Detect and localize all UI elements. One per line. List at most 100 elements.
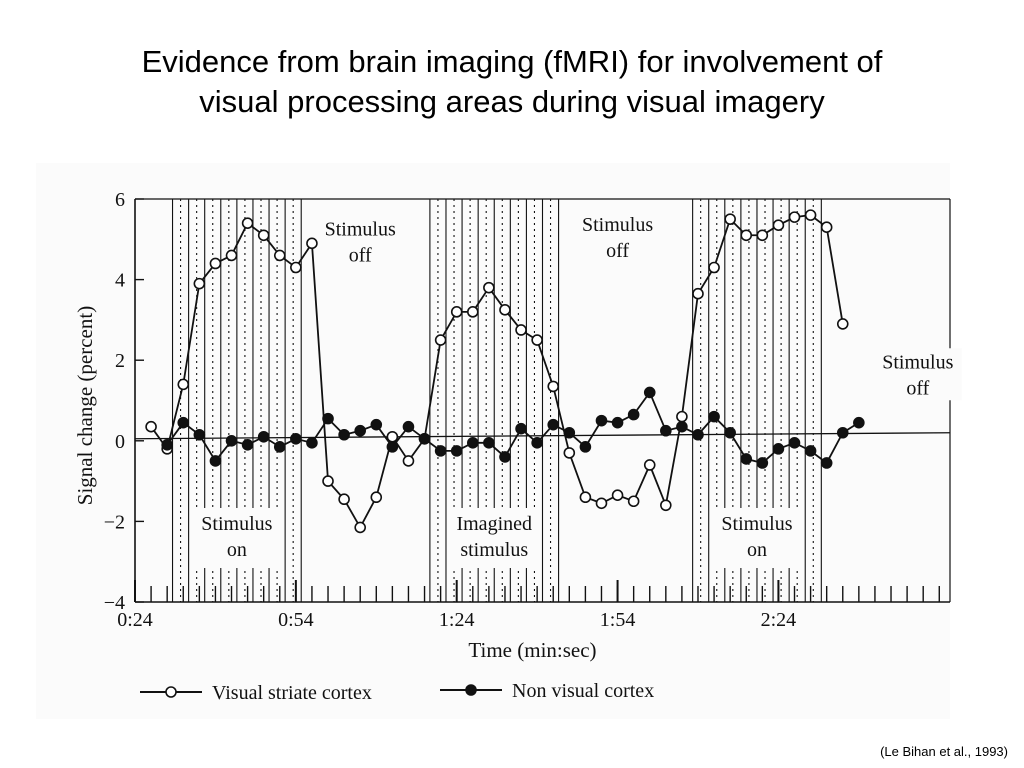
- annotations: Stimulus off Stimulus off Stimulus off: [316, 211, 962, 401]
- visual-striate-cortex-point: [290, 261, 302, 274]
- visual-striate-cortex-point: [804, 209, 817, 221]
- visual-striate-cortex-point: [338, 493, 350, 506]
- non-visual-cortex-point: [708, 410, 720, 423]
- non-visual-cortex-point: [563, 426, 576, 439]
- visual-striate-cortex-point: [145, 420, 157, 433]
- non-visual-cortex-point: [177, 416, 190, 429]
- annotation-2-line-2: off: [606, 240, 629, 262]
- non-visual-cortex-point: [322, 412, 334, 425]
- block-1-label-line-2: on: [227, 539, 247, 561]
- visual-striate-cortex-point: [209, 257, 222, 270]
- visual-striate-cortex-point: [241, 217, 254, 229]
- visual-striate-cortex-point: [386, 430, 399, 443]
- block-1-label-line-1: Stimulus: [201, 513, 272, 535]
- visual-striate-cortex-point: [595, 497, 608, 510]
- visual-striate-cortex-point: [692, 287, 704, 300]
- non-visual-cortex-point: [788, 437, 801, 449]
- visual-striate-cortex-point: [434, 334, 447, 346]
- citation: (Le Bihan et al., 1993): [880, 744, 1008, 759]
- visual-striate-cortex-point: [466, 306, 479, 318]
- non-visual-cortex-point: [692, 428, 704, 441]
- non-visual-cortex-point: [515, 422, 527, 435]
- visual-striate-cortex-point: [756, 229, 769, 242]
- visual-striate-cortex-point: [563, 447, 576, 459]
- non-visual-cortex-point: [241, 439, 254, 451]
- annotation-2-backdrop: [573, 211, 662, 264]
- non-visual-cortex-point: [354, 424, 366, 437]
- block-3-label-line-2: on: [747, 539, 767, 561]
- visual-striate-cortex-point: [708, 261, 720, 274]
- x-tick-label: 2:24: [761, 609, 797, 631]
- non-visual-cortex-point: [306, 437, 318, 449]
- visual-striate-cortex-point: [177, 378, 190, 391]
- visual-striate-cortex-point: [531, 334, 543, 346]
- non-visual-cortex-point: [450, 445, 463, 457]
- block-2-label-line-1: Imagined: [456, 513, 532, 535]
- x-tick-label: 0:24: [117, 609, 153, 631]
- x-tick-label: 1:24: [439, 609, 475, 631]
- x-tick-label: 0:54: [278, 609, 314, 631]
- non-visual-cortex-point: [724, 426, 736, 439]
- visual-striate-cortex-point: [836, 318, 849, 330]
- series: [145, 209, 865, 534]
- visual-striate-cortex-point: [788, 211, 801, 223]
- non-visual-cortex-point: [466, 437, 479, 449]
- x-tick-label: 1:54: [600, 609, 636, 631]
- non-visual-cortex-point: [643, 386, 656, 399]
- non-visual-cortex-point: [676, 420, 688, 433]
- visual-striate-cortex-point: [547, 380, 560, 393]
- visual-striate-cortex-point: [322, 475, 334, 487]
- annotation-3-line-2: off: [906, 377, 929, 399]
- visual-striate-cortex-point: [724, 213, 736, 225]
- y-tick-label: 4: [115, 270, 125, 292]
- non-visual-cortex-point: [853, 416, 865, 429]
- non-visual-cortex-point: [740, 453, 753, 465]
- y-tick-label: 6: [115, 189, 125, 211]
- annotation-1-line-1: Stimulus: [325, 218, 396, 240]
- non-visual-cortex-point: [209, 455, 222, 467]
- block-3-label-line-1: Stimulus: [721, 513, 792, 535]
- visual-striate-cortex-point: [257, 229, 270, 242]
- axes: 6 4 2 0 −2 −40:24 0:54 1:24 1:54 2:24 Time (min:se…: [73, 189, 951, 662]
- non-visual-cortex-point: [595, 414, 608, 427]
- non-visual-cortex-point: [257, 430, 270, 443]
- stimulus-blocks: Stimulus on Imagined stimulus Stimulus on: [171, 199, 822, 602]
- y-tick-label: 2: [115, 350, 125, 372]
- x-axis-label: Time (min:sec): [468, 638, 596, 662]
- non-visual-cortex-point: [434, 445, 447, 457]
- visual-striate-cortex-point: [354, 521, 366, 534]
- y-tick-label: −2: [104, 511, 125, 533]
- non-visual-cortex-point: [772, 443, 785, 455]
- block-1-label-backdrop: [190, 508, 283, 568]
- legend-non-visual-cortex-marker: [465, 684, 477, 696]
- visual-striate-cortex-point: [370, 491, 383, 504]
- non-visual-cortex-point: [338, 428, 350, 441]
- non-visual-cortex-point: [402, 420, 415, 433]
- visual-striate-cortex-point: [772, 219, 785, 231]
- visual-striate-cortex-point: [499, 304, 511, 316]
- slide-title-line2: visual processing areas during visual im…: [199, 84, 825, 119]
- y-axis-label: Signal change (percent): [73, 306, 97, 505]
- non-visual-cortex-point: [547, 418, 560, 431]
- non-visual-cortex-point: [386, 441, 399, 453]
- annotation-2-line-1: Stimulus: [582, 214, 653, 236]
- non-visual-cortex-point: [499, 451, 511, 463]
- visual-striate-cortex-point: [273, 249, 286, 262]
- visual-striate-cortex-point: [483, 281, 495, 294]
- visual-striate-cortex-point: [611, 489, 624, 502]
- visual-striate-cortex-point: [740, 229, 753, 242]
- block-2-label-backdrop: [448, 508, 541, 568]
- legend-visual-striate-cortex-marker: [165, 686, 177, 698]
- non-visual-cortex-point: [579, 441, 592, 453]
- slide-title-line1: Evidence from brain imaging (fMRI) for i…: [141, 44, 883, 79]
- y-tick-label: −4: [104, 592, 125, 614]
- annotation-1-line-2: off: [349, 244, 372, 266]
- annotation-1-backdrop: [316, 215, 405, 268]
- slide-title: Evidence from brain imaging (fMRI) for i…: [0, 42, 1024, 122]
- y-tick-label: 0: [115, 431, 125, 453]
- non-visual-cortex-point: [660, 424, 672, 437]
- non-visual-cortex-point: [273, 441, 286, 453]
- annotation-3-backdrop: [873, 348, 962, 401]
- non-visual-cortex-point: [756, 457, 769, 469]
